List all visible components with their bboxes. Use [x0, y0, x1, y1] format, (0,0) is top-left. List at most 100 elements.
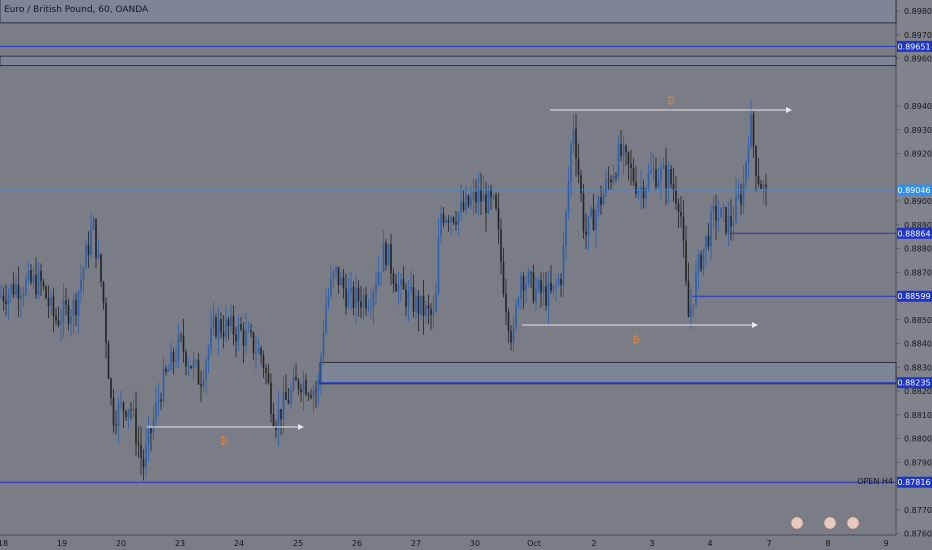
candle-body	[55, 316, 57, 321]
candle-body	[325, 305, 327, 333]
horizontal-levels	[0, 45, 896, 483]
candle-body	[620, 143, 622, 156]
candle-body	[340, 277, 342, 286]
event-icon-1[interactable]	[790, 516, 804, 530]
candle-body	[110, 378, 112, 399]
candle-body	[385, 242, 387, 266]
candle-body	[67, 304, 70, 324]
candle-body	[467, 195, 470, 206]
candle-body	[20, 296, 22, 299]
candle-body	[287, 399, 290, 404]
candle-body	[225, 319, 227, 337]
candle-body	[27, 270, 30, 280]
candle-body	[575, 128, 577, 159]
candle-body	[530, 272, 532, 274]
candle-body	[625, 145, 627, 153]
candle-body	[205, 361, 207, 380]
candle-body	[382, 242, 385, 272]
candle-body	[537, 280, 540, 290]
candle-body	[762, 184, 765, 189]
candle-body	[35, 275, 37, 295]
candle-body	[62, 300, 65, 323]
candle-body	[710, 211, 712, 247]
candle-body	[642, 187, 645, 199]
candle-body	[660, 168, 662, 182]
candle-body	[247, 330, 250, 332]
candle-body	[222, 332, 225, 337]
candle-body	[482, 194, 485, 202]
candle-body	[572, 128, 575, 145]
candle-body	[400, 279, 402, 286]
time-tick-label: 18	[0, 539, 8, 548]
candle-body	[127, 409, 130, 418]
candle-body	[105, 302, 107, 344]
candle-body	[332, 271, 335, 279]
candle-body	[415, 296, 417, 312]
candle-body	[212, 317, 215, 329]
candle-body	[192, 360, 195, 368]
event-icon-2[interactable]	[823, 516, 837, 530]
candle-body	[490, 189, 492, 198]
candle-body	[457, 212, 460, 225]
price-tag-box	[897, 40, 932, 52]
candle-body	[187, 365, 190, 367]
candle-body	[305, 380, 307, 395]
candle-body	[362, 294, 365, 308]
candle-body	[182, 335, 185, 353]
candle-body	[267, 373, 270, 383]
candle-body	[562, 245, 565, 285]
candle-body	[137, 443, 140, 445]
price-tags: 0.89651 0.88864 0.88599 0.88235 0.87816	[897, 40, 932, 488]
candle-body	[347, 292, 350, 307]
low-range-arrowhead	[298, 424, 304, 430]
candle-body	[757, 175, 760, 184]
candle-body	[390, 244, 392, 274]
candle-body	[357, 287, 360, 302]
time-tick-label: 20	[116, 539, 126, 548]
candle-body	[495, 195, 497, 209]
candle-body	[687, 281, 690, 318]
candle-body	[65, 300, 67, 305]
candle-body	[365, 294, 367, 309]
candle-body	[745, 162, 747, 183]
price-tag-box	[897, 227, 932, 239]
candle-body	[667, 169, 670, 188]
candle-body	[582, 193, 585, 232]
candle-body	[765, 184, 767, 188]
candle-body	[132, 408, 135, 410]
candle-body	[702, 249, 705, 270]
time-tick-label: Oct	[527, 539, 541, 548]
candle-body	[462, 202, 465, 210]
candle-body	[527, 272, 530, 284]
event-icon-3[interactable]	[846, 516, 860, 530]
candle-body	[475, 192, 477, 203]
candle-body	[5, 301, 7, 305]
candle-body	[600, 197, 602, 205]
candle-body	[750, 114, 752, 148]
candle-body	[342, 277, 345, 289]
candle-body	[392, 273, 395, 284]
candle-body	[477, 189, 480, 203]
candle-body	[670, 169, 672, 185]
candle-body	[465, 195, 467, 210]
candle-body	[590, 208, 592, 217]
candle-body	[722, 207, 725, 208]
price-zone[interactable]	[0, 55, 897, 67]
candle-body	[230, 315, 232, 326]
candle-body	[375, 284, 377, 293]
candle-body	[540, 280, 542, 293]
event-icons[interactable]	[790, 516, 860, 530]
candle-body	[425, 305, 427, 316]
price-zone[interactable]	[319, 362, 897, 385]
candle-body	[422, 295, 425, 316]
candle-body	[255, 353, 257, 355]
candle-body	[295, 376, 297, 381]
price-tag-label: 0.88599	[897, 292, 930, 301]
candle-body	[77, 291, 80, 316]
candle-body	[30, 270, 32, 283]
candle-body	[135, 408, 137, 444]
